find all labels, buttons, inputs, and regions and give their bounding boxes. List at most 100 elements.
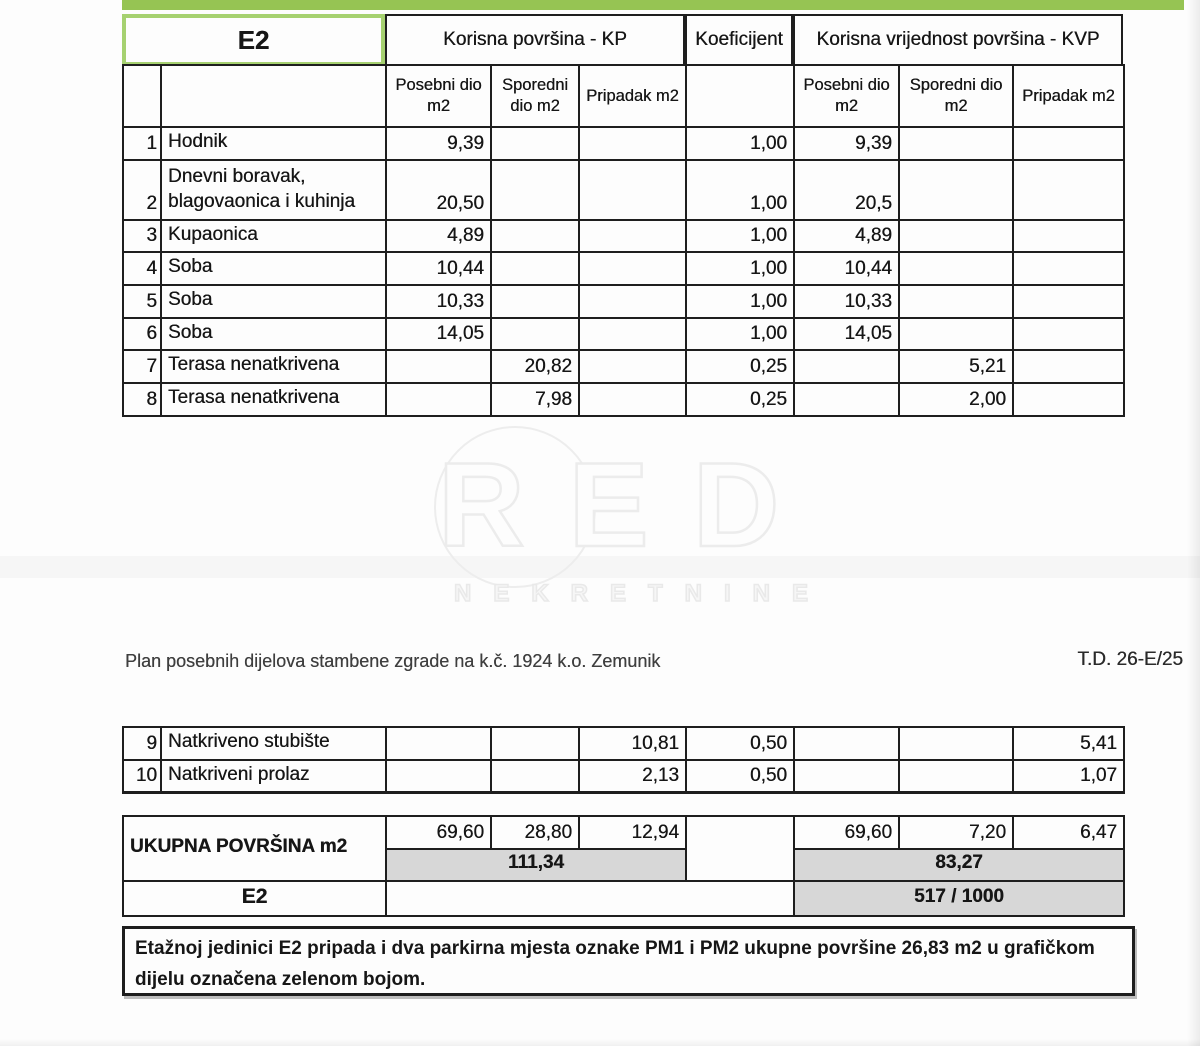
koeficijent-cell: 1,00 bbox=[685, 218, 795, 254]
kvp-sporedni-cell bbox=[898, 316, 1014, 352]
row-number-cell: 7 bbox=[122, 349, 162, 385]
kvp-pripadak-cell bbox=[1012, 316, 1125, 352]
koeficijent-cell: 1,00 bbox=[685, 316, 795, 352]
kvp-posebni-cell bbox=[793, 726, 900, 761]
koeficijent-cell: 0,50 bbox=[685, 758, 795, 794]
kp-pripadak-cell bbox=[578, 218, 687, 254]
parking-note: Etažnoj jedinici E2 pripada i dva parkir… bbox=[122, 926, 1135, 996]
kp-sporedni-cell bbox=[490, 251, 580, 287]
area-table-continued: 9 Natkriveno stubište 10,81 0,50 5,41 10 Natk… bbox=[122, 726, 1125, 795]
kp-sporedni-cell: 20,82 bbox=[490, 349, 580, 385]
kp-posebni-cell bbox=[385, 726, 492, 761]
kvp-pripadak-cell bbox=[1012, 158, 1125, 221]
kp-grand-total-cell: 111,34 bbox=[385, 848, 688, 882]
sub-header-row: Posebni dio m2 Sporedni dio m2 Pripadak … bbox=[122, 64, 1125, 128]
room-name-cell: Natkriveno stubište bbox=[160, 726, 387, 761]
kp-posebni-cell: 9,39 bbox=[385, 126, 492, 161]
table-row: 8 Terasa nenatkrivena 7,98 0,25 2,00 bbox=[122, 382, 1125, 417]
kvp-posebni-cell: 4,89 bbox=[793, 218, 900, 254]
kp-pripadak-cell bbox=[578, 284, 687, 319]
totals-table: UKUPNA POVRŠINA m2 69,60 28,80 12,94 69,… bbox=[121, 815, 1126, 917]
kvp-posebni-header: Posebni dio m2 bbox=[793, 64, 900, 128]
room-name-cell: Soba bbox=[160, 316, 387, 352]
kp-group-header: Korisna površina - KP bbox=[385, 14, 685, 66]
kvp-sporedni-cell bbox=[898, 284, 1014, 319]
kp-sporedni-total-cell: 28,80 bbox=[490, 815, 581, 850]
kvp-posebni-cell bbox=[793, 382, 900, 417]
watermark-brand: RED bbox=[437, 437, 824, 574]
page-separator-band bbox=[0, 556, 1200, 578]
kp-sporedni-cell bbox=[490, 316, 580, 352]
kp-pripadak-cell bbox=[578, 382, 687, 417]
kvp-grand-total-cell: 83,27 bbox=[793, 848, 1126, 882]
koeficijent-cell: 1,00 bbox=[685, 251, 795, 287]
kvp-posebni-cell: 14,05 bbox=[793, 316, 900, 352]
table-row: 1 Hodnik 9,39 1,00 9,39 bbox=[122, 126, 1125, 161]
kvp-pripadak-cell bbox=[1012, 382, 1125, 417]
row-number-cell: 10 bbox=[122, 758, 162, 794]
row-number-cell: 2 bbox=[122, 158, 162, 221]
kp-sporedni-cell bbox=[490, 126, 580, 161]
empty-cell bbox=[160, 64, 387, 128]
table-row: 10 Natkriveni prolaz 2,13 0,50 1,07 bbox=[122, 758, 1125, 794]
empty-cell bbox=[685, 815, 796, 882]
kp-posebni-cell bbox=[385, 758, 492, 794]
kp-posebni-cell: 4,89 bbox=[385, 218, 492, 254]
scan-edge-shadow bbox=[0, 1039, 1200, 1046]
kp-sporedni-cell bbox=[490, 284, 580, 319]
room-name-cell: Natkriveni prolaz bbox=[160, 758, 387, 794]
kp-pripadak-cell bbox=[578, 158, 687, 221]
kvp-posebni-total-cell: 69,60 bbox=[793, 815, 901, 850]
empty-cell bbox=[122, 64, 162, 128]
kvp-pripadak-total-cell: 6,47 bbox=[1012, 815, 1126, 850]
kp-posebni-cell: 10,44 bbox=[385, 251, 492, 287]
row-number-cell: 4 bbox=[122, 251, 162, 287]
kp-posebni-cell bbox=[385, 349, 492, 385]
room-name-cell: Kupaonica bbox=[160, 218, 387, 254]
totals-label-cell: UKUPNA POVRŠINA m2 bbox=[121, 815, 388, 882]
kp-pripadak-cell bbox=[578, 316, 687, 352]
technical-document-ref: T.D. 26-E/25 bbox=[1077, 649, 1183, 670]
watermark-subtitle: NEKRETNINE bbox=[453, 579, 830, 608]
kvp-sporedni-cell bbox=[898, 126, 1014, 161]
kvp-pripadak-cell bbox=[1012, 126, 1125, 161]
kp-pripadak-total-cell: 12,94 bbox=[578, 815, 688, 850]
kvp-sporedni-cell bbox=[898, 758, 1014, 794]
scan-edge-shadow bbox=[1187, 0, 1200, 1046]
kp-posebni-cell bbox=[385, 382, 492, 417]
table-row: 2 Dnevni boravak, blagovaonica i kuhinja 2… bbox=[122, 158, 1125, 221]
kvp-pripadak-cell bbox=[1012, 251, 1125, 287]
kp-pripadak-cell bbox=[578, 251, 687, 287]
kvp-sporedni-cell: 2,00 bbox=[898, 382, 1014, 417]
empty-cell bbox=[685, 64, 795, 128]
row-number-cell: 8 bbox=[122, 382, 162, 417]
table-row: 3 Kupaonica 4,89 1,00 4,89 bbox=[122, 218, 1125, 254]
totals-row: UKUPNA POVRŠINA m2 69,60 28,80 12,94 69,… bbox=[121, 815, 1126, 882]
area-table: Posebni dio m2 Sporedni dio m2 Pripadak … bbox=[122, 64, 1125, 417]
kvp-posebni-cell bbox=[793, 758, 900, 794]
room-name-cell: Dnevni boravak, blagovaonica i kuhinja bbox=[160, 158, 387, 221]
row-number-cell: 3 bbox=[122, 218, 162, 254]
kvp-posebni-cell: 10,44 bbox=[793, 251, 900, 287]
kp-posebni-cell: 14,05 bbox=[385, 316, 492, 352]
kvp-posebni-cell: 20,5 bbox=[793, 158, 900, 221]
kvp-pripadak-cell bbox=[1012, 349, 1125, 385]
row-number-cell: 6 bbox=[122, 316, 162, 352]
kvp-posebni-cell: 9,39 bbox=[793, 126, 900, 161]
kp-sporedni-cell bbox=[490, 158, 580, 221]
room-name-cell: Terasa nenatkrivena bbox=[160, 349, 387, 385]
kp-pripadak-cell: 2,13 bbox=[578, 758, 687, 794]
kvp-sporedni-total-cell: 7,20 bbox=[898, 815, 1015, 850]
kvp-sporedni-cell bbox=[898, 726, 1014, 761]
table-row: 4 Soba 10,44 1,00 10,44 bbox=[122, 251, 1125, 287]
kvp-pripadak-cell bbox=[1012, 218, 1125, 254]
kp-pripadak-cell bbox=[578, 126, 687, 161]
kvp-pripadak-cell bbox=[1012, 284, 1125, 319]
table-row: 7 Terasa nenatkrivena 20,82 0,25 5,21 bbox=[122, 349, 1125, 385]
green-accent-bar bbox=[122, 0, 1184, 10]
koeficijent-cell: 1,00 bbox=[685, 284, 795, 319]
kp-sporedni-cell bbox=[490, 726, 580, 761]
kp-pripadak-header: Pripadak m2 bbox=[578, 64, 687, 128]
kp-posebni-total-cell: 69,60 bbox=[385, 815, 493, 850]
koeficijent-cell: 1,00 bbox=[685, 126, 795, 161]
